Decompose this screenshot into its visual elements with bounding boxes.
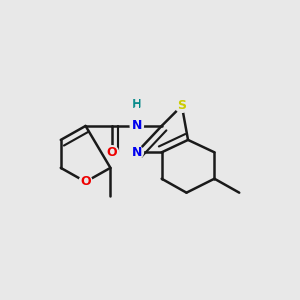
Circle shape: [105, 146, 119, 159]
Text: N: N: [132, 119, 142, 132]
Text: H: H: [133, 99, 141, 109]
Circle shape: [130, 98, 143, 111]
Text: O: O: [80, 175, 91, 188]
Text: N: N: [132, 146, 142, 159]
Circle shape: [130, 119, 143, 133]
Circle shape: [131, 99, 142, 110]
Text: H: H: [132, 98, 142, 111]
Circle shape: [79, 175, 92, 188]
Text: S: S: [177, 99, 186, 112]
Circle shape: [130, 146, 143, 159]
Text: O: O: [107, 146, 117, 159]
Circle shape: [175, 99, 188, 112]
